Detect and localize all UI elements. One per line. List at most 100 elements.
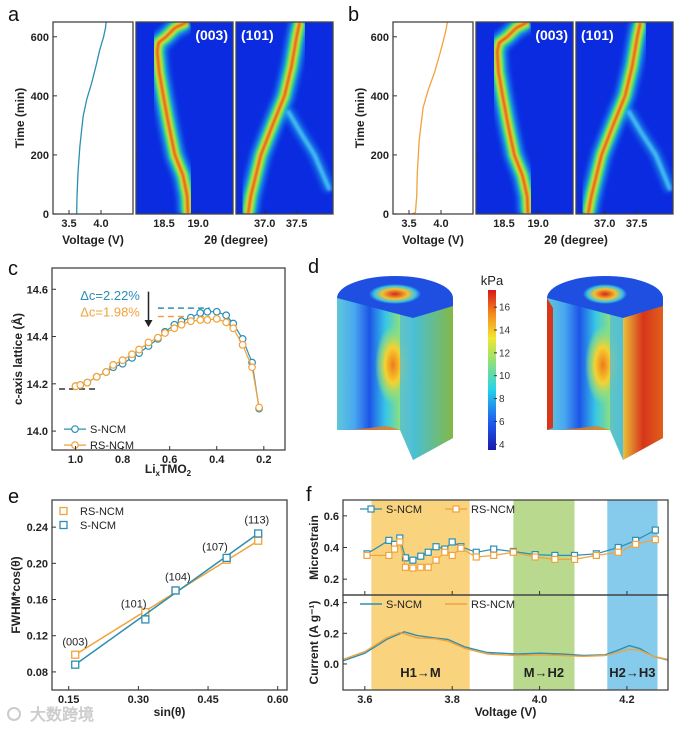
data-point-s-ncm: [417, 552, 425, 560]
microstrain-line-rs-ncm: [367, 539, 656, 569]
colorbar-tick-label: 14: [499, 326, 511, 337]
panel-label-e: e: [8, 486, 19, 508]
voltage-curve-rs-ncm: [411, 21, 449, 215]
x-axis-label-part: x: [156, 469, 161, 478]
heatmap-intensity: [579, 22, 673, 214]
legend-label: RS-NCM: [471, 504, 515, 516]
data-point-s-ncm: [203, 307, 212, 316]
reflection-label: (003): [535, 27, 568, 43]
panel-label-d: d: [308, 256, 319, 278]
data-point-rs-ncm: [401, 563, 410, 571]
data-point-rs-ncm: [196, 316, 205, 324]
axes-frame: [51, 499, 288, 691]
data-point-s-ncm: [432, 543, 440, 551]
legend-label: S-NCM: [80, 520, 116, 532]
data-point-rs-ncm: [203, 316, 212, 324]
data-point-s-ncm: [222, 311, 231, 320]
chart-a-1: 18.5 19.0 (003): [135, 21, 234, 230]
data-point-rs-ncm: [472, 553, 480, 561]
x-tick-label: 19.0: [527, 218, 548, 230]
axes-frame: [575, 21, 674, 215]
data-point-rs-ncm: [255, 403, 264, 412]
y-tick-label: 0.16: [27, 595, 48, 607]
data-point-s-ncm: [196, 309, 205, 317]
data-point-rs-ncm: [390, 545, 399, 553]
data-point-rs-ncm: [490, 551, 498, 560]
data-point-rs-ncm: [441, 548, 449, 556]
chart-b-4: 18.5 19.0 (003): [475, 21, 574, 230]
data-point-rs-ncm: [614, 548, 622, 556]
axes-frame: [51, 267, 286, 451]
x-tick-label: 0.8: [115, 454, 130, 466]
data-point-rs-ncm: [154, 333, 162, 342]
data-point-rs-ncm: [592, 551, 600, 560]
data-point-rs-ncm: [212, 314, 221, 323]
data-point-rs-ncm: [432, 556, 440, 564]
data-point-rs-ncm: [118, 356, 127, 365]
colorbar-unit: kPa: [481, 273, 504, 288]
data-point-rs-ncm: [92, 372, 101, 381]
miller-index-label: (113): [244, 515, 269, 527]
x-axis-label: Voltage (V): [475, 705, 537, 719]
x-axis-label: Voltage (V): [62, 233, 124, 247]
current-curve-s-ncm: [342, 631, 669, 662]
legend-label: S-NCM: [386, 599, 422, 611]
diffraction-peak-trace: [155, 22, 190, 214]
cylinder-rs-ncm: [547, 276, 663, 460]
data-point-rs-ncm: [409, 564, 417, 572]
x-axis-label-2theta: 2θ (degree): [544, 233, 608, 247]
y-tick-label: 0.08: [27, 667, 48, 679]
chart-a-0: 3.5 4.0 0 200 400 600 Time (min) Voltage (V): [13, 21, 134, 247]
data-point-s-ncm: [448, 538, 456, 546]
diffraction-peak-trace: [586, 22, 642, 214]
x-axis-label-2theta: 2θ (degree): [204, 233, 268, 247]
axes-frame: [392, 21, 474, 215]
y-tick-label: 200: [371, 150, 389, 162]
axes-frame: [475, 21, 574, 215]
miller-index-label: (104): [165, 572, 191, 584]
x-tick-label: 0.60: [267, 694, 288, 706]
x-tick-label: 4.0: [433, 218, 448, 230]
axes-frame: [135, 21, 234, 215]
phase-transition-label: M→H2: [524, 665, 564, 680]
data-point-rs-ncm: [417, 563, 425, 571]
data-point-rs-ncm: [109, 361, 118, 369]
x-tick-label: 18.5: [153, 218, 174, 230]
legend-marker: [59, 520, 68, 530]
data-point-rs-ncm: [632, 540, 640, 548]
colorbar-tick-label: 6: [499, 417, 505, 428]
chart-f-9: S-NCM RS-NCM 3.6 3.8 4.0 4.2 0.0 0.2 0.4Current …: [307, 594, 669, 719]
panel-label-a: a: [8, 4, 20, 26]
x-tick-label: 19.0: [187, 218, 208, 230]
diffraction-peak-trace: [285, 109, 332, 192]
x-tick-label: 37.0: [254, 218, 275, 230]
x-tick-label: 4.0: [532, 694, 547, 706]
x-tick-label: 3.8: [445, 694, 460, 706]
colorbar-tick-label: 16: [499, 303, 511, 314]
x-axis-label: Voltage (V): [402, 233, 464, 247]
miller-index-label: (101): [121, 599, 147, 611]
data-point-s-ncm: [424, 548, 432, 556]
x-tick-label: 3.6: [357, 694, 372, 706]
data-point-s-ncm: [651, 526, 659, 534]
data-point-rs-ncm: [170, 324, 179, 333]
edge-high-stress: [547, 298, 553, 430]
x-axis-label-part: 2: [187, 469, 192, 478]
microstrain-line-s-ncm: [366, 529, 656, 561]
x-tick-label: 0.4: [209, 454, 225, 466]
y-tick-label: 0.2: [324, 628, 339, 640]
y-axis-label: FWHM*cos(θ): [9, 556, 23, 633]
data-point-rs-ncm: [248, 363, 256, 372]
legend-marker: [59, 506, 68, 516]
y-axis-label: Time (min): [353, 88, 367, 148]
data-point-rs-ncm: [135, 345, 143, 354]
cylinder-s-ncm: [337, 276, 453, 460]
reflection-label: (101): [241, 27, 274, 43]
y-tick-label: 0.12: [27, 631, 48, 643]
axes-frame: [235, 21, 334, 215]
data-point-s-ncm: [385, 536, 393, 544]
data-point-rs-ncm: [531, 553, 539, 561]
y-tick-label: 0.24: [27, 522, 49, 534]
